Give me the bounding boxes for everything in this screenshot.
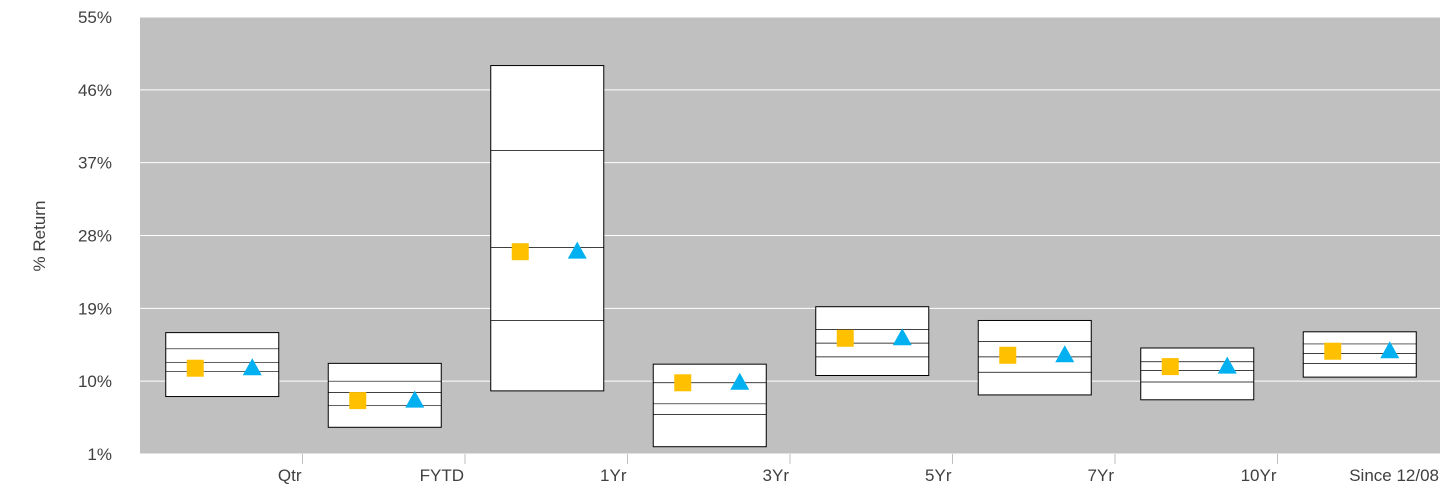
triangle-marker bbox=[405, 390, 425, 408]
triangle-marker bbox=[567, 241, 587, 259]
y-tick-label: 28% bbox=[78, 227, 112, 246]
series-markers bbox=[186, 241, 1400, 410]
square-marker bbox=[186, 359, 204, 377]
square-marker bbox=[1161, 358, 1179, 376]
square-marker bbox=[511, 243, 529, 261]
x-tick-label: 1Yr bbox=[600, 466, 627, 485]
triangle-marker bbox=[1055, 345, 1075, 363]
triangle-marker bbox=[730, 372, 750, 390]
triangle-marker bbox=[892, 328, 912, 346]
range-box bbox=[165, 332, 280, 398]
square-marker bbox=[674, 374, 692, 392]
square-marker bbox=[836, 329, 854, 347]
x-tick-label: 3Yr bbox=[763, 466, 790, 485]
range-box bbox=[490, 65, 605, 392]
range-box bbox=[977, 319, 1092, 396]
triangle-marker bbox=[1380, 341, 1400, 359]
range-box bbox=[1302, 331, 1417, 378]
triangle-marker bbox=[1217, 356, 1237, 374]
y-tick-label: 1% bbox=[87, 445, 112, 464]
range-boxes bbox=[165, 65, 1417, 448]
range-box bbox=[1140, 347, 1255, 401]
square-marker bbox=[349, 392, 367, 410]
y-tick-label: 55% bbox=[78, 8, 112, 27]
x-tick-label: 10Yr bbox=[1241, 466, 1277, 485]
x-tick-label: FYTD bbox=[420, 466, 464, 485]
range-box bbox=[327, 362, 442, 428]
x-tick-label: Since 12/08 bbox=[1349, 466, 1439, 485]
y-axis-title: % Return bbox=[30, 201, 49, 272]
x-tick-label: 7Yr bbox=[1088, 466, 1115, 485]
square-marker bbox=[999, 346, 1017, 364]
y-tick-label: 46% bbox=[78, 81, 112, 100]
range-box bbox=[652, 363, 767, 448]
x-tick-label: 5Yr bbox=[925, 466, 952, 485]
triangle-marker bbox=[242, 358, 262, 376]
y-tick-label: 10% bbox=[78, 372, 112, 391]
x-axis: Qtr FYTD 1Yr 3Yr 5Yr 7Yr 10Yr Since 12/08 bbox=[278, 454, 1439, 485]
x-tick-label: Qtr bbox=[278, 466, 302, 485]
range-box bbox=[815, 306, 930, 377]
y-tick-label: 19% bbox=[78, 299, 112, 318]
y-tick-label: 37% bbox=[78, 154, 112, 173]
y-axis-tick-labels: 1% 10% 19% 28% 37% 46% 55% bbox=[78, 8, 112, 464]
square-marker bbox=[1324, 342, 1342, 360]
